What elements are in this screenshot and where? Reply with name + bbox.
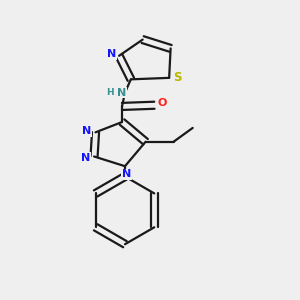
Text: N: N bbox=[81, 153, 90, 163]
Text: N: N bbox=[122, 169, 131, 179]
Text: N: N bbox=[82, 126, 91, 136]
Text: N: N bbox=[117, 88, 126, 98]
Text: N: N bbox=[107, 49, 116, 59]
Text: O: O bbox=[157, 98, 167, 108]
Text: S: S bbox=[173, 71, 182, 84]
Text: H: H bbox=[106, 88, 114, 97]
